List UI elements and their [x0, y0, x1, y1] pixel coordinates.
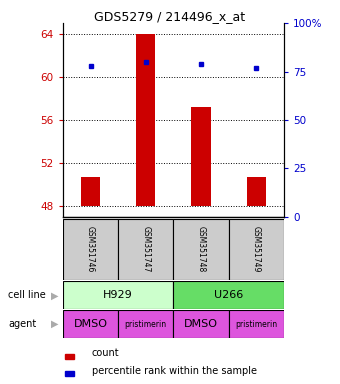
Text: GSM351746: GSM351746 — [86, 227, 95, 273]
Text: pristimerin: pristimerin — [125, 319, 167, 329]
Bar — [65, 354, 74, 359]
Text: DMSO: DMSO — [73, 319, 107, 329]
Bar — [65, 371, 74, 376]
Text: U266: U266 — [214, 290, 243, 300]
FancyBboxPatch shape — [63, 219, 118, 280]
FancyBboxPatch shape — [228, 219, 284, 280]
Text: GSM351749: GSM351749 — [252, 227, 261, 273]
Text: GSM351747: GSM351747 — [141, 227, 150, 273]
FancyBboxPatch shape — [63, 281, 173, 309]
Text: ▶: ▶ — [51, 319, 59, 329]
FancyBboxPatch shape — [173, 310, 228, 338]
FancyBboxPatch shape — [63, 310, 118, 338]
Text: pristimerin: pristimerin — [235, 319, 277, 329]
Text: DMSO: DMSO — [184, 319, 218, 329]
Text: percentile rank within the sample: percentile rank within the sample — [91, 366, 257, 376]
FancyBboxPatch shape — [173, 219, 228, 280]
Bar — [191, 107, 211, 206]
Text: GDS5279 / 214496_x_at: GDS5279 / 214496_x_at — [95, 10, 245, 23]
Text: agent: agent — [8, 319, 37, 329]
Bar — [136, 34, 155, 206]
Text: GSM351748: GSM351748 — [197, 227, 205, 273]
FancyBboxPatch shape — [118, 310, 173, 338]
Text: count: count — [91, 348, 119, 358]
FancyBboxPatch shape — [173, 281, 284, 309]
FancyBboxPatch shape — [118, 219, 173, 280]
Text: H929: H929 — [103, 290, 133, 300]
Bar — [246, 177, 266, 206]
Text: cell line: cell line — [8, 290, 46, 300]
Bar — [81, 177, 100, 206]
FancyBboxPatch shape — [228, 310, 284, 338]
Text: ▶: ▶ — [51, 290, 59, 300]
